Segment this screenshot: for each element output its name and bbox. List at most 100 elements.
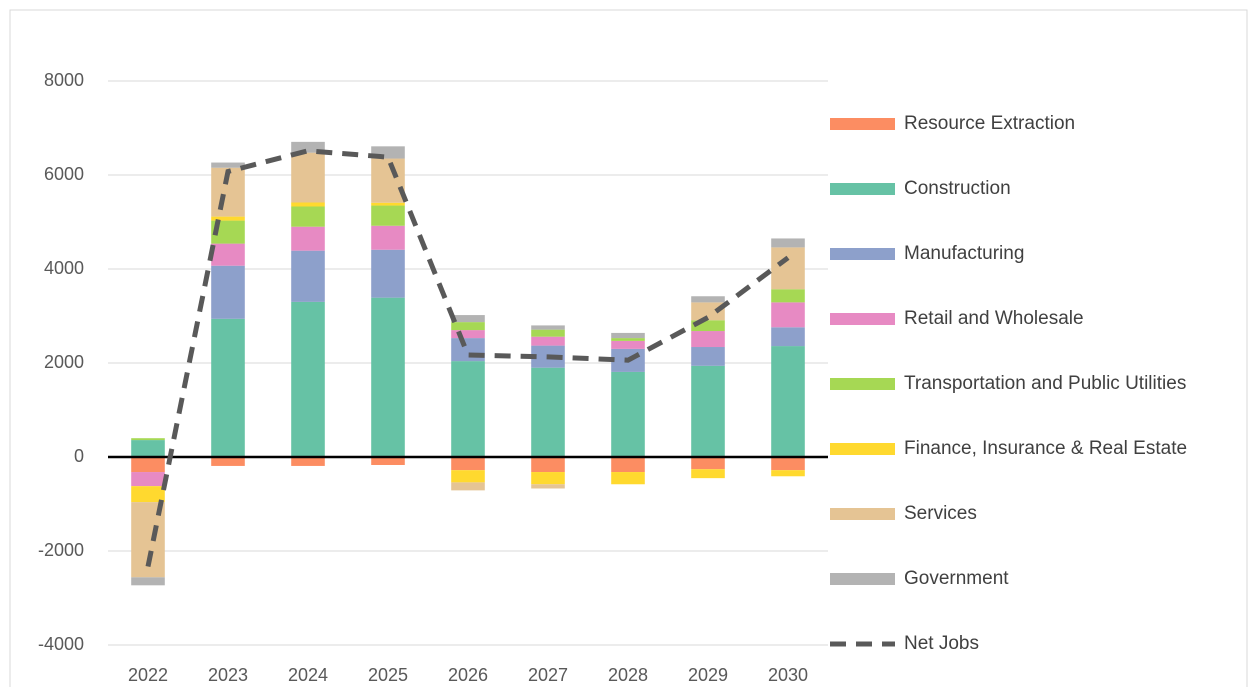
legend-swatch [830,573,895,585]
bar-segment [211,220,245,244]
bar-segment [771,289,805,303]
y-tick-label: -4000 [38,634,84,654]
bar-segment [771,470,805,477]
bar-segment [131,440,165,457]
legend-label: Construction [904,178,1011,199]
bar-segment [291,226,325,251]
bar-segment [531,367,565,457]
bar-segment [691,365,725,457]
bar-segment [451,361,485,457]
bar-segment [291,457,325,466]
bar-segment [371,202,405,206]
legend-swatch [830,248,895,260]
bar-segment [291,301,325,457]
bar-segment [451,315,485,323]
bar-segment [531,336,565,346]
bar-segment [131,472,165,487]
legend-label: Manufacturing [904,243,1024,264]
legend-swatch [830,118,895,130]
bar-segment [771,302,805,328]
chart-frame [9,9,1248,692]
x-tick-label: 2026 [448,665,488,685]
legend-swatch [830,443,895,455]
bar-segment [211,318,245,457]
bar-segment [771,346,805,457]
bar-segment [531,472,565,485]
bar-segment [131,577,165,586]
x-tick-label: 2025 [368,665,408,685]
legend-label: Transportation and Public Utilities [904,373,1186,394]
bar-segment [211,216,245,221]
bar-segment [691,331,725,348]
x-tick-label: 2023 [208,665,248,685]
legend-label: Finance, Insurance & Real Estate [904,438,1187,459]
x-tick-label: 2029 [688,665,728,685]
bar-segment [291,141,325,153]
legend-swatch [830,313,895,325]
legend-label: Net Jobs [904,633,979,654]
bar-segment [451,470,485,483]
bar-segment [611,457,645,473]
bar-segment [131,457,165,473]
bar-segment [451,482,485,491]
bar-segment [771,247,805,290]
bar-segment [371,249,405,298]
bar-segment [531,457,565,473]
bar-segment [211,162,245,168]
bar-segment [371,158,405,203]
legend-label: Resource Extraction [904,113,1075,134]
bar-segment [611,371,645,457]
x-tick-label: 2028 [608,665,648,685]
net-line [145,148,790,568]
y-tick-label: 0 [74,446,84,466]
bar-segment [691,469,725,479]
bar-segment [131,438,165,441]
y-tick-label: 2000 [44,352,84,372]
bar-segment [371,297,405,457]
bar-segment [531,484,565,489]
bar-segment [291,250,325,302]
bar-segment [531,325,565,330]
x-tick-label: 2024 [288,665,328,685]
bar-segment [211,243,245,266]
legend-swatch [830,508,895,520]
bar-segment [691,302,725,321]
bar-segment [611,340,645,349]
legend-label: Services [904,503,977,524]
y-tick-label: 4000 [44,258,84,278]
bar-segment [291,202,325,207]
bar-segment [771,327,805,347]
legend-swatch [830,183,895,195]
bar-segment [771,238,805,248]
bar-segment [771,457,805,471]
y-tick-label: -2000 [38,540,84,560]
bar-segment [691,347,725,366]
bar-segment [691,296,725,303]
bar-segment [131,486,165,503]
bar-segment [211,265,245,319]
x-tick-label: 2027 [528,665,568,685]
bar-segment [451,457,485,471]
bar-segment [371,225,405,250]
bar-segment [211,457,245,466]
x-tick-label: 2022 [128,665,168,685]
bar-segment [371,457,405,465]
bar-segment [291,206,325,227]
bar-segment [691,320,725,332]
x-tick-label: 2030 [768,665,808,685]
bar-segment [531,329,565,337]
bar-segment [371,205,405,226]
bar-segment [691,457,725,470]
bar-segment [611,472,645,485]
bar-segment [451,322,485,331]
bar-segment [611,338,645,341]
y-tick-label: 6000 [44,164,84,184]
legend-swatch [830,378,895,390]
bar-segment [451,330,485,339]
bar-segment [611,332,645,339]
bar-segment [291,152,325,203]
y-tick-label: 8000 [44,70,84,90]
legend-label: Government [904,568,1009,589]
legend-label: Retail and Wholesale [904,308,1084,329]
